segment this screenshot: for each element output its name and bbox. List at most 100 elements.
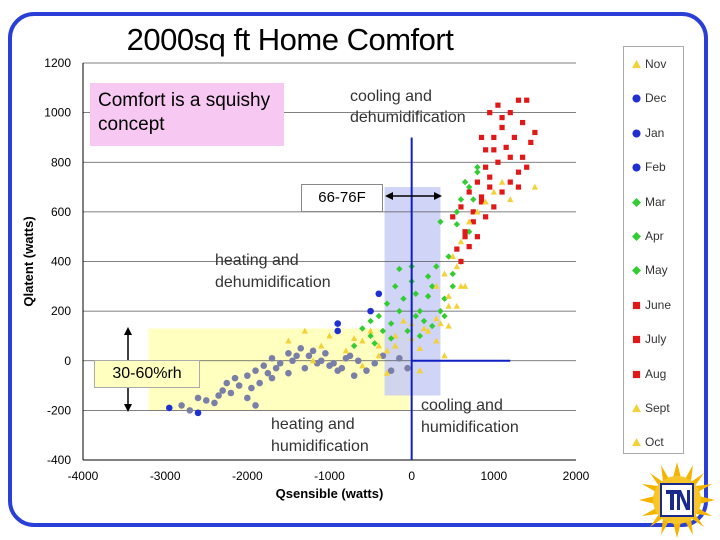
y-tick-label: -200: [47, 403, 71, 417]
point-aug: [470, 209, 476, 215]
point-feb: [334, 320, 342, 327]
point-apr: [457, 196, 465, 203]
point-dec: [268, 354, 276, 362]
point-june: [470, 219, 476, 225]
point-apr: [367, 317, 374, 325]
point-may: [437, 218, 444, 225]
rh-arrow-head-top: [124, 327, 132, 335]
point-sept: [507, 196, 514, 203]
point-june: [466, 189, 472, 195]
point-oct: [375, 352, 382, 359]
point-june: [450, 214, 456, 220]
point-dec: [285, 350, 292, 357]
point-nov: [383, 347, 391, 354]
point-may: [470, 196, 477, 203]
legend-label: Jan: [645, 125, 665, 140]
y-tick-label: 600: [51, 205, 71, 219]
point-dec: [235, 382, 243, 389]
point-feb: [375, 290, 383, 298]
point-may: [387, 335, 395, 342]
point-june: [474, 179, 480, 185]
point-mar: [392, 283, 399, 290]
point-dec: [252, 367, 259, 374]
point-apr: [412, 312, 419, 320]
temp-arrow-head-right: [434, 192, 442, 200]
legend-marker-jan: [632, 129, 641, 138]
point-aug: [499, 114, 505, 121]
point-aug: [483, 147, 489, 153]
x-tick-label: 1000: [480, 469, 507, 483]
point-june: [499, 124, 505, 131]
point-jan: [248, 384, 255, 392]
point-nov: [453, 302, 461, 309]
rh-range-label: 30-60%rh: [94, 360, 200, 388]
point-july: [458, 258, 464, 265]
point-nov: [392, 332, 399, 339]
point-july: [478, 134, 485, 141]
point-nov: [441, 352, 448, 359]
legend-label: Dec: [645, 91, 667, 106]
point-feb: [165, 404, 173, 412]
point-june: [507, 110, 513, 116]
legend-item-dec: Dec: [624, 89, 685, 109]
legend-marker-june: [632, 301, 641, 309]
y-tick-label: 1200: [44, 56, 71, 70]
x-tick-label: -2000: [232, 469, 263, 483]
point-nov: [301, 327, 309, 334]
legend-item-nov: Nov: [624, 55, 685, 75]
point-sept: [453, 263, 461, 270]
point-nov: [285, 337, 292, 344]
point-apr: [396, 307, 403, 315]
legend-marker-sept: [632, 404, 641, 413]
point-nov: [367, 327, 374, 334]
label-cooling-dehum-2: dehumidification: [350, 109, 466, 126]
point-oct: [420, 325, 428, 332]
label-heating-hum-2: humidification: [271, 438, 369, 455]
slide-frame: [8, 12, 708, 527]
point-oct: [359, 337, 366, 344]
point-aug: [515, 184, 522, 190]
legend-item-mar: Mar: [624, 193, 685, 213]
point-nov: [445, 322, 452, 329]
point-nov: [416, 344, 424, 351]
point-oct: [433, 315, 440, 322]
point-july: [495, 102, 501, 108]
point-nov: [350, 335, 358, 342]
point-dec: [256, 379, 263, 387]
point-sept: [445, 302, 452, 309]
point-jan: [313, 359, 321, 367]
legend-item-june: June: [624, 296, 685, 316]
point-may: [371, 340, 378, 347]
point-aug: [495, 159, 501, 165]
point-dec: [194, 394, 202, 402]
point-jan: [330, 359, 337, 367]
point-may: [453, 208, 461, 216]
legend-marker-mar: [632, 197, 641, 207]
point-oct: [416, 367, 424, 374]
point-jan: [371, 359, 378, 367]
point-aug: [507, 154, 513, 160]
point-oct: [342, 347, 350, 354]
point-jan: [264, 369, 272, 377]
point-mar: [441, 295, 448, 302]
point-june: [483, 164, 489, 170]
point-jan: [354, 357, 362, 365]
legend-label: Aug: [645, 366, 667, 381]
point-nov: [433, 337, 440, 344]
legend-item-apr: Apr: [624, 227, 685, 247]
legend-marker-july: [632, 336, 641, 344]
point-july: [483, 214, 489, 220]
point-nov: [424, 327, 432, 334]
point-feb: [334, 327, 342, 335]
comfort-note: Comfort is a squishy concept: [90, 83, 284, 146]
x-tick-label: -3000: [150, 469, 181, 483]
point-apr: [350, 342, 358, 350]
point-oct: [457, 282, 465, 289]
point-sept: [433, 282, 440, 289]
point-jan: [272, 364, 280, 372]
point-july: [528, 139, 534, 145]
label-heating-hum-1: heating and: [271, 416, 355, 433]
point-aug: [519, 119, 526, 126]
legend-label: Nov: [645, 57, 667, 71]
legend-label: July: [645, 332, 667, 347]
